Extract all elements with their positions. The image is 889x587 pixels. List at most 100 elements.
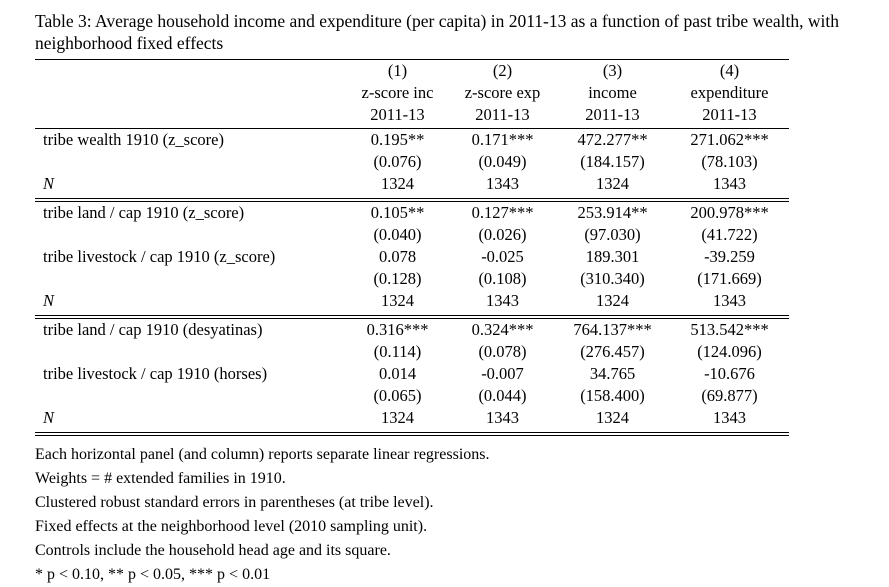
- table-notes: Each horizontal panel (and column) repor…: [35, 443, 889, 587]
- cell-value: 0.324***: [471, 320, 534, 339]
- cell-value: -0.007: [481, 364, 524, 383]
- cell-se: (0.049): [478, 152, 527, 171]
- table-note: Controls include the household head age …: [35, 542, 391, 559]
- cell-value: 0.195**: [370, 130, 425, 149]
- cell-se: (78.103): [701, 152, 758, 171]
- table-row: N 1324 1343 1324 1343: [35, 290, 789, 319]
- table-row: tribe wealth 1910 (z_score) 0.195** 0.17…: [35, 129, 789, 152]
- cell-se: (0.128): [373, 269, 422, 288]
- cell-se: (184.157): [580, 152, 645, 171]
- table-row: N 1324 1343 1324 1343: [35, 407, 789, 436]
- cell-se: (41.722): [701, 225, 758, 244]
- cell-se: (69.877): [701, 386, 758, 405]
- cell-n: 1324: [345, 173, 450, 202]
- table-row: (0.114) (0.078) (276.457) (124.096): [35, 341, 789, 363]
- cell-se: (0.076): [373, 152, 422, 171]
- row-label-n: N: [35, 290, 345, 319]
- row-label: [35, 224, 345, 246]
- cell-n: 1343: [670, 290, 789, 319]
- cell-se: (0.040): [373, 225, 422, 244]
- table-note: Each horizontal panel (and column) repor…: [35, 446, 490, 463]
- cell-n: 1324: [345, 407, 450, 436]
- row-label: tribe livestock / cap 1910 (horses): [43, 364, 268, 383]
- table-note: Clustered robust standard errors in pare…: [35, 494, 434, 511]
- row-label: [35, 385, 345, 407]
- row-label: tribe land / cap 1910 (desyatinas): [43, 320, 263, 339]
- cell-se: (124.096): [697, 342, 762, 361]
- regression-table: (1) (2) (3) (4) z-score inc z-score exp …: [35, 59, 789, 436]
- cell-se: (0.026): [478, 225, 527, 244]
- cell-value: 34.765: [589, 364, 636, 383]
- col-header-name: z-score inc: [361, 83, 434, 102]
- col-header-period: 2011-13: [670, 104, 789, 129]
- cell-value: -0.025: [481, 247, 524, 266]
- panel-2: tribe land / cap 1910 (z_score) 0.105** …: [35, 200, 789, 319]
- column-period-row: 2011-13 2011-13 2011-13 2011-13: [35, 104, 789, 129]
- cell-value: 513.542***: [690, 320, 769, 339]
- table-note: Fixed effects at the neighborhood level …: [35, 518, 428, 535]
- cell-se: (0.078): [478, 342, 527, 361]
- header-spacer: [35, 82, 345, 104]
- col-header-number: (4): [670, 59, 789, 82]
- cell-value: 0.105**: [370, 203, 425, 222]
- row-label: tribe livestock / cap 1910 (z_score): [43, 247, 276, 266]
- col-header-period: 2011-13: [345, 104, 450, 129]
- table-row: tribe livestock / cap 1910 (z_score) 0.0…: [35, 246, 789, 268]
- cell-n: 1343: [450, 407, 555, 436]
- cell-n: 1343: [670, 407, 789, 436]
- table-row: (0.076) (0.049) (184.157) (78.103): [35, 151, 789, 173]
- cell-value: 200.978***: [690, 203, 769, 222]
- col-header-name: income: [588, 83, 637, 102]
- panel-1: tribe wealth 1910 (z_score) 0.195** 0.17…: [35, 129, 789, 202]
- cell-value: -10.676: [704, 364, 755, 383]
- table-row: (0.065) (0.044) (158.400) (69.877): [35, 385, 789, 407]
- table-row: tribe livestock / cap 1910 (horses) 0.01…: [35, 363, 789, 385]
- cell-value: 0.127***: [471, 203, 534, 222]
- col-header-number: (2): [450, 59, 555, 82]
- row-label: tribe wealth 1910 (z_score): [43, 130, 224, 149]
- panel-3: tribe land / cap 1910 (desyatinas) 0.316…: [35, 317, 789, 436]
- col-header-name: expenditure: [690, 83, 769, 102]
- row-label-n: N: [35, 407, 345, 436]
- significance-note: * p < 0.10, ** p < 0.05, *** p < 0.01: [35, 566, 271, 583]
- cell-se: (171.669): [697, 269, 762, 288]
- cell-value: 764.137***: [573, 320, 652, 339]
- table-row: tribe land / cap 1910 (z_score) 0.105** …: [35, 200, 789, 224]
- table-row: N 1324 1343 1324 1343: [35, 173, 789, 202]
- cell-se: (310.340): [580, 269, 645, 288]
- cell-se: (0.114): [373, 342, 422, 361]
- col-header-number: (1): [345, 59, 450, 82]
- column-name-row: z-score inc z-score exp income expenditu…: [35, 82, 789, 104]
- cell-value: 271.062***: [690, 130, 769, 149]
- cell-n: 1343: [670, 173, 789, 202]
- header-spacer: [35, 104, 345, 129]
- row-label-n: N: [35, 173, 345, 202]
- cell-n: 1343: [450, 173, 555, 202]
- col-header-name: z-score exp: [464, 83, 541, 102]
- column-number-row: (1) (2) (3) (4): [35, 59, 789, 82]
- cell-se: (0.044): [478, 386, 527, 405]
- paper-page: Table 3: Average household income and ex…: [35, 11, 840, 583]
- cell-n: 1324: [555, 290, 670, 319]
- cell-n: 1343: [450, 290, 555, 319]
- col-header-period: 2011-13: [555, 104, 670, 129]
- table-row: (0.040) (0.026) (97.030) (41.722): [35, 224, 789, 246]
- cell-value: 0.171***: [471, 130, 534, 149]
- table-row: tribe land / cap 1910 (desyatinas) 0.316…: [35, 317, 789, 341]
- table-header: (1) (2) (3) (4) z-score inc z-score exp …: [35, 59, 789, 129]
- cell-se: (158.400): [580, 386, 645, 405]
- cell-se: (276.457): [580, 342, 645, 361]
- table-row: (0.128) (0.108) (310.340) (171.669): [35, 268, 789, 290]
- header-spacer: [35, 59, 345, 82]
- cell-value: 0.316***: [366, 320, 429, 339]
- table-title: Table 3: Average household income and ex…: [35, 11, 840, 53]
- row-label: [35, 151, 345, 173]
- cell-se: (0.108): [478, 269, 527, 288]
- col-header-period: 2011-13: [450, 104, 555, 129]
- cell-value: 0.078: [378, 247, 417, 266]
- row-label: [35, 268, 345, 290]
- col-header-number: (3): [555, 59, 670, 82]
- cell-n: 1324: [345, 290, 450, 319]
- row-label: [35, 341, 345, 363]
- cell-value: 253.914**: [577, 203, 648, 222]
